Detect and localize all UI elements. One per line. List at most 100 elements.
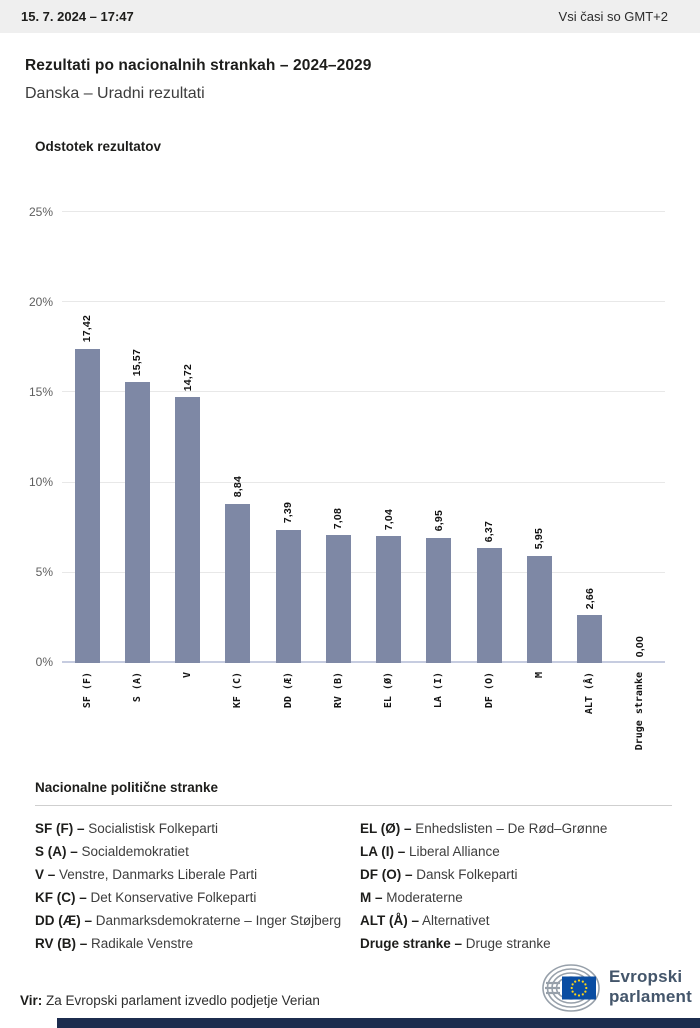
party-entry: KF (C) – Det Konservative Folkeparti	[35, 886, 360, 909]
party-entry: DD (Æ) – Danmarksdemokraterne – Inger St…	[35, 909, 360, 932]
bar-value-label: 17,42	[81, 315, 94, 343]
bar-S (A)[interactable]: 15,57	[112, 212, 162, 663]
bar-value-label: 5,95	[533, 528, 546, 550]
x-tick-label: V	[182, 672, 194, 679]
party-name: Det Konservative Folkeparti	[86, 890, 257, 905]
bar-DF (O)[interactable]: 6,37	[464, 212, 514, 663]
results-chart: Odstotek rezultatov 0% 5% 10% 15% 20% 25% 17,…	[0, 139, 700, 766]
x-tick-label: EL (Ø)	[383, 672, 395, 709]
bar-rect[interactable]	[577, 615, 603, 663]
bar-value-label: 0,00	[633, 635, 646, 657]
party-entry: RV (B) – Radikale Venstre	[35, 932, 360, 955]
bar-SF (F)[interactable]: 17,42	[62, 212, 112, 663]
party-legend-columns: SF (F) – Socialistisk Folkeparti S (A) – …	[35, 817, 672, 955]
hemicycle-flag-icon	[542, 964, 600, 1012]
bar-rect[interactable]	[325, 535, 351, 663]
x-tick-KF (C): KF (C)	[213, 663, 263, 766]
gridline-20%: 20%	[29, 295, 665, 309]
bar-value-label: 15,57	[131, 348, 144, 377]
bar-rect[interactable]	[376, 536, 402, 663]
party-name: Druge stranke	[462, 936, 551, 951]
legend-divider	[35, 805, 672, 806]
bar-rect[interactable]	[124, 382, 150, 663]
party-entry: LA (I) – Liberal Alliance	[360, 840, 672, 863]
party-name: Socialdemokratiet	[77, 844, 189, 859]
party-name: Enhedslisten – De Rød–Grønne	[411, 821, 608, 836]
x-tick-EL (Ø): EL (Ø)	[364, 663, 414, 766]
x-tick-S (A): S (A)	[112, 663, 162, 766]
source-note: Vir: Za Evropski parlament izvedlo podje…	[20, 993, 320, 1008]
party-abbr: DD (Æ) –	[35, 913, 92, 928]
party-entry: EL (Ø) – Enhedslisten – De Rød–Grønne	[360, 817, 672, 840]
party-legend-section: Nacionalne politične stranke SF (F) – So…	[35, 780, 672, 955]
party-abbr: DF (O) –	[360, 867, 413, 882]
page-subtitle: Danska – Uradni rezultati	[25, 85, 205, 102]
party-abbr: EL (Ø) –	[360, 821, 412, 836]
x-tick-M: M	[514, 663, 564, 766]
logo-wordmark: Evropski parlament	[609, 967, 692, 1006]
party-abbr: SF (F) –	[35, 821, 85, 836]
bar-rect[interactable]	[175, 397, 201, 663]
bar-rect[interactable]	[225, 503, 251, 663]
top-bar: 15. 7. 2024 – 17:47 Vsi časi so GMT+2	[0, 0, 700, 33]
x-tick-label: DF (O)	[483, 672, 495, 709]
party-name: Radikale Venstre	[87, 936, 194, 951]
party-name: Dansk Folkeparti	[412, 867, 518, 882]
y-tick-label: 25%	[28, 204, 53, 219]
gridline-0%: 0%	[36, 655, 665, 669]
bar-M[interactable]: 5,95	[514, 212, 564, 663]
x-tick-LA (I): LA (I)	[414, 663, 464, 766]
party-entry: SF (F) – Socialistisk Folkeparti	[35, 817, 360, 840]
x-tick-SF (F): SF (F)	[62, 663, 112, 766]
bar-rect[interactable]	[426, 537, 452, 663]
party-name: Venstre, Danmarks Liberale Parti	[55, 867, 258, 882]
x-tick-V: V	[163, 663, 213, 766]
logo-line1: Evropski	[608, 967, 683, 987]
chart-plot-area: 0% 5% 10% 15% 20% 25% 17,42 15,57 14,72 8,84 7,39…	[29, 205, 665, 669]
party-abbr: S (A) –	[35, 844, 78, 859]
party-name: Liberal Alliance	[405, 844, 500, 859]
bar-value-label: 6,95	[432, 510, 445, 532]
party-entry: M – Moderaterne	[360, 886, 672, 909]
bar-ALT (Å)[interactable]: 2,66	[565, 212, 615, 663]
gridline-25%: 25%	[29, 205, 665, 219]
party-entry: ALT (Å) – Alternativet	[360, 909, 672, 932]
source-text: Za Evropski parlament izvedlo podjetje V…	[46, 993, 320, 1008]
party-column: EL (Ø) – Enhedslisten – De Rød–Grønne LA …	[360, 817, 672, 955]
party-name: Moderaterne	[382, 890, 463, 905]
bar-rect[interactable]	[74, 348, 100, 663]
title-block: Rezultati po nacionalnih strankah – 2024…	[0, 33, 700, 103]
bar-rect[interactable]	[275, 529, 301, 663]
x-tick-label: LA (I)	[433, 672, 445, 709]
party-entry: DF (O) – Dansk Folkeparti	[360, 863, 672, 886]
bar-V[interactable]: 14,72	[163, 212, 213, 663]
party-abbr: Druge stranke –	[360, 936, 463, 951]
party-abbr: V –	[35, 867, 56, 882]
logo-line2: parlament	[608, 987, 692, 1006]
x-tick-label: SF (F)	[81, 672, 93, 709]
bar-value-label: 14,72	[181, 364, 194, 392]
bar-DD (Æ)[interactable]: 7,39	[263, 212, 313, 663]
gridline-10%: 10%	[29, 475, 665, 489]
bar-Druge stranke[interactable]: 0,00	[615, 212, 665, 663]
party-abbr: RV (B) –	[35, 936, 88, 951]
party-abbr: LA (I) –	[360, 844, 406, 859]
x-tick-label: Druge stranke	[634, 672, 646, 751]
chart-title: Odstotek rezultatov	[35, 139, 162, 154]
bar-rect[interactable]	[526, 555, 552, 663]
party-entry: Druge stranke – Druge stranke	[360, 932, 672, 955]
page-title: Rezultati po nacionalnih strankah – 2024…	[25, 57, 372, 74]
party-entry: V – Venstre, Danmarks Liberale Parti	[35, 863, 360, 886]
x-tick-ALT (Å): ALT (Å)	[565, 663, 615, 766]
bar-value-label: 7,04	[382, 508, 395, 530]
bar-rect[interactable]	[476, 548, 502, 663]
bar-EL (Ø)[interactable]: 7,04	[364, 212, 414, 663]
x-tick-label: M	[533, 672, 545, 679]
party-abbr: KF (C) –	[35, 890, 87, 905]
party-column: SF (F) – Socialistisk Folkeparti S (A) – …	[35, 817, 360, 955]
bar-KF (C)[interactable]: 8,84	[213, 212, 263, 663]
bar-LA (I)[interactable]: 6,95	[414, 212, 464, 663]
bar-value-label: 6,37	[483, 520, 496, 543]
bar-value-label: 7,39	[282, 502, 295, 524]
bar-RV (B)[interactable]: 7,08	[313, 212, 363, 663]
